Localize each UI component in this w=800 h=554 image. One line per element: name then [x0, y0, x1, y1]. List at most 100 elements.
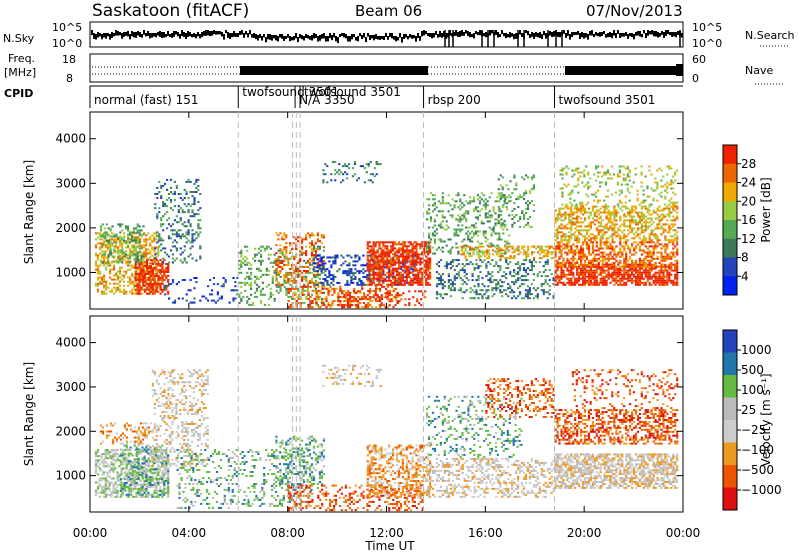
data-cell — [560, 266, 563, 268]
data-cell — [495, 283, 498, 286]
data-cell — [558, 255, 561, 258]
data-cell — [366, 276, 369, 278]
data-cell — [149, 265, 152, 267]
data-cell — [593, 273, 596, 276]
data-cell — [599, 241, 602, 244]
data-cell — [348, 304, 352, 307]
data-cell — [244, 263, 247, 266]
data-cell — [301, 287, 304, 290]
data-cell — [195, 180, 198, 183]
data-cell — [518, 265, 522, 268]
data-cell — [627, 279, 630, 282]
data-cell — [138, 259, 141, 262]
data-cell — [109, 240, 112, 243]
nsky-sample — [133, 32, 135, 38]
data-cell — [478, 202, 481, 205]
data-cell — [248, 275, 251, 278]
data-cell — [403, 259, 406, 262]
data-cell — [149, 267, 152, 269]
data-cell — [636, 263, 640, 266]
data-cell — [339, 302, 342, 305]
data-cell — [169, 249, 173, 252]
data-cell — [449, 263, 452, 266]
data-cell — [443, 216, 446, 219]
data-cell — [287, 281, 290, 284]
nsky-sample — [677, 31, 679, 35]
data-cell — [230, 289, 233, 292]
data-cell — [121, 261, 124, 264]
data-cell — [181, 279, 184, 281]
data-cell — [214, 301, 217, 304]
data-cell — [155, 270, 158, 273]
data-cell — [562, 263, 565, 266]
data-cell — [301, 293, 304, 296]
data-cell — [465, 200, 468, 203]
data-cell — [431, 204, 435, 207]
data-cell — [599, 266, 602, 268]
data-cell — [642, 269, 645, 272]
data-cell — [220, 295, 223, 298]
nsky-sample — [473, 33, 475, 39]
data-cell — [326, 268, 329, 271]
data-cell — [117, 237, 120, 240]
nsky-sample — [127, 31, 129, 37]
nsky-sample — [429, 33, 431, 37]
data-cell — [582, 243, 585, 246]
data-cell — [587, 243, 591, 246]
data-cell — [388, 265, 391, 268]
data-cell — [359, 291, 362, 294]
nsky-sample — [163, 32, 165, 38]
data-cell — [144, 284, 147, 287]
data-cell — [193, 191, 196, 193]
data-cell — [457, 228, 460, 231]
data-cell — [508, 214, 511, 217]
data-cell — [497, 255, 500, 258]
data-cell — [552, 283, 555, 286]
nsky-sample — [159, 31, 161, 37]
data-cell — [317, 285, 320, 288]
nsky-sample — [109, 34, 111, 40]
data-cell — [429, 220, 433, 223]
data-cell — [376, 277, 379, 280]
data-cell — [129, 280, 132, 283]
data-cell — [499, 291, 502, 294]
data-cell — [394, 287, 398, 290]
data-cell — [488, 210, 491, 213]
data-cell — [346, 279, 349, 282]
data-cell — [344, 260, 347, 263]
data-cell — [427, 261, 430, 264]
data-cell — [415, 281, 418, 284]
data-cell — [161, 288, 164, 291]
nsky-sample — [361, 35, 363, 39]
data-cell — [625, 255, 628, 258]
data-cell — [392, 257, 395, 260]
nsky-sample — [403, 34, 405, 39]
data-cell — [536, 251, 540, 254]
data-cell — [107, 247, 110, 250]
data-cell — [521, 176, 524, 179]
data-cell — [578, 271, 581, 274]
data-cell — [160, 239, 163, 242]
data-cell — [601, 269, 604, 272]
data-cell — [149, 269, 152, 271]
data-cell — [185, 237, 188, 240]
data-cell — [149, 276, 152, 279]
data-cell — [417, 275, 420, 278]
data-cell — [382, 267, 385, 270]
data-cell — [147, 284, 151, 287]
data-cell — [129, 278, 132, 281]
data-cell — [441, 200, 444, 203]
nsky-sample — [275, 35, 277, 41]
data-cell — [372, 281, 375, 284]
data-cell — [591, 247, 594, 250]
data-cell — [589, 253, 592, 256]
data-cell — [346, 274, 349, 277]
data-cell — [411, 247, 414, 250]
data-cell — [311, 263, 314, 266]
data-cell — [261, 287, 264, 290]
data-cell — [523, 192, 526, 195]
data-cell — [513, 269, 516, 272]
data-cell — [362, 276, 365, 278]
data-cell — [530, 269, 533, 272]
data-cell — [476, 253, 479, 256]
